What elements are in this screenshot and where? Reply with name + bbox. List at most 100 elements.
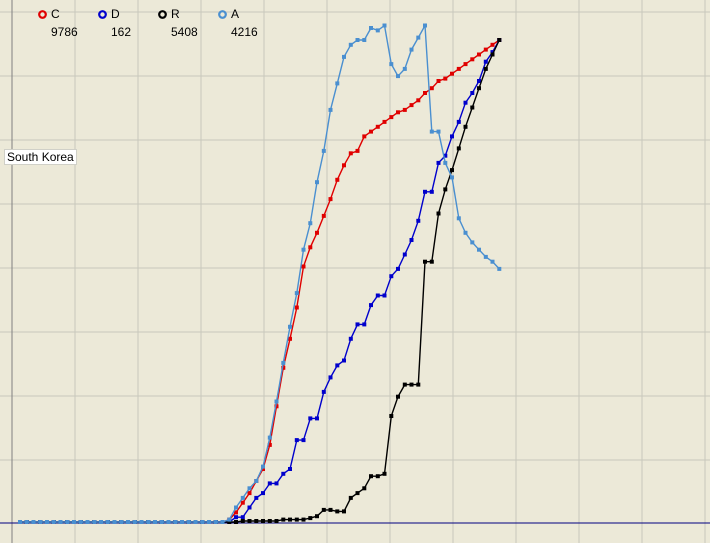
data-point	[375, 474, 380, 479]
data-point	[389, 414, 394, 418]
data-point	[483, 66, 488, 71]
data-point	[247, 486, 252, 491]
legend-item-r[interactable]: R 5408	[158, 6, 218, 40]
data-point	[247, 491, 252, 496]
data-point	[369, 26, 373, 30]
data-point	[389, 62, 394, 67]
legend-key: C	[51, 7, 60, 21]
data-point	[362, 322, 367, 327]
legend-marker-icon	[218, 9, 227, 19]
data-point	[396, 394, 400, 399]
data-point	[477, 247, 481, 252]
data-point	[423, 259, 427, 264]
data-point	[456, 216, 461, 221]
legend-head: D	[98, 6, 158, 22]
data-point	[456, 146, 461, 151]
data-point	[328, 197, 333, 202]
data-point	[281, 365, 286, 370]
data-point	[369, 474, 373, 479]
series-r	[18, 38, 502, 524]
data-point	[308, 516, 313, 521]
data-point	[24, 520, 29, 524]
data-point	[274, 519, 279, 523]
data-point	[281, 360, 286, 365]
data-point	[335, 177, 340, 182]
data-point	[389, 274, 394, 279]
data-point	[18, 520, 22, 524]
data-point	[355, 148, 360, 153]
data-point	[65, 520, 70, 524]
data-point	[335, 363, 340, 368]
data-point	[105, 520, 110, 524]
data-point	[261, 467, 265, 471]
region-label: South Korea	[4, 149, 77, 165]
data-point	[429, 86, 434, 91]
data-point	[450, 168, 454, 173]
legend-marker-icon	[38, 9, 47, 19]
data-point	[470, 105, 475, 110]
legend-marker-icon	[158, 9, 167, 19]
data-point	[443, 76, 448, 81]
data-point	[483, 254, 488, 259]
data-point	[132, 520, 137, 524]
data-point	[267, 435, 272, 440]
data-point	[240, 515, 245, 520]
legend-item-d[interactable]: D 162	[98, 6, 158, 40]
data-point	[274, 399, 279, 404]
data-point	[450, 175, 454, 180]
data-point	[153, 520, 157, 524]
data-point	[301, 264, 306, 269]
data-point	[470, 57, 475, 62]
data-point	[254, 519, 259, 523]
legend-marker-icon	[98, 9, 107, 19]
data-point	[328, 107, 333, 112]
data-point	[288, 517, 292, 522]
data-point	[470, 240, 475, 245]
data-point	[159, 520, 164, 524]
data-point	[308, 221, 313, 226]
data-point	[288, 467, 292, 471]
data-point	[443, 187, 448, 192]
data-point	[301, 247, 306, 252]
data-point	[321, 507, 326, 512]
data-point	[261, 491, 265, 496]
legend-item-c[interactable]: C 9786	[38, 6, 98, 40]
data-point	[497, 266, 502, 271]
data-point	[261, 519, 265, 523]
data-point	[45, 520, 49, 524]
data-point	[200, 520, 205, 524]
data-point	[497, 38, 502, 42]
data-point	[490, 50, 495, 55]
legend-value: 4216	[231, 25, 258, 39]
data-point	[470, 91, 475, 95]
data-point	[342, 163, 346, 168]
data-point	[51, 520, 56, 524]
data-point	[240, 500, 245, 505]
data-point	[99, 520, 103, 524]
data-point	[72, 520, 76, 524]
data-point	[402, 66, 407, 71]
data-point	[375, 28, 380, 33]
data-point	[402, 382, 407, 387]
data-point	[429, 129, 434, 134]
legend-value: 5408	[171, 25, 198, 39]
data-point	[436, 160, 441, 165]
data-point	[348, 42, 353, 47]
legend-item-a[interactable]: A 4216	[218, 6, 278, 40]
data-point	[281, 471, 286, 476]
data-point	[463, 100, 468, 105]
legend-head: R	[158, 6, 218, 22]
data-point	[247, 519, 252, 523]
data-point	[274, 404, 279, 409]
data-point	[335, 81, 340, 86]
data-point	[227, 517, 232, 522]
data-point	[456, 119, 461, 124]
data-point	[375, 124, 380, 129]
data-point	[416, 382, 421, 387]
data-point	[31, 520, 36, 524]
data-point	[294, 517, 299, 522]
data-point	[294, 438, 299, 443]
legend-key: D	[111, 7, 120, 21]
